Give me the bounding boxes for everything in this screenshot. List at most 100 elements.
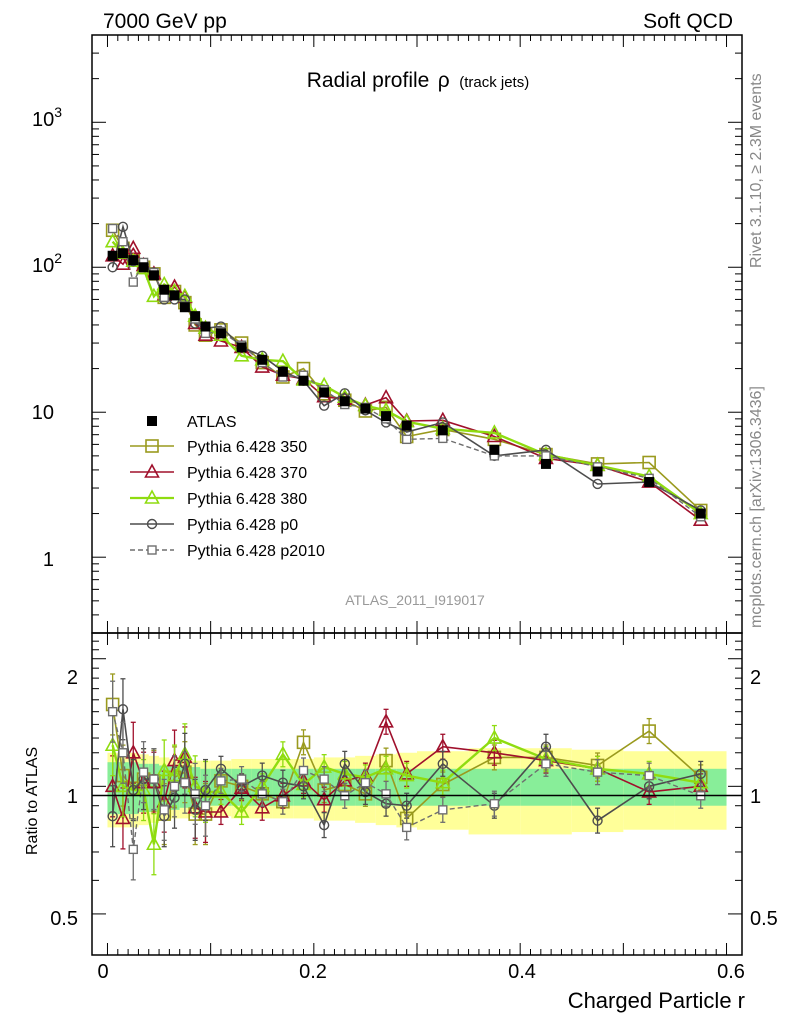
ratio-pythia-6-428-p2010-line [111, 711, 701, 850]
x-tick-label-0: 0 [97, 961, 108, 983]
ratio-pythia-6-428-p0-point-13 [277, 777, 289, 788]
ratio-pythia-6-428-350-point-24 [642, 724, 656, 738]
main-atlas-point-19 [401, 420, 412, 431]
ratio-pythia-6-428-p2010-point-24 [644, 770, 654, 781]
main-pythia-6-428-p2010-point-0 [107, 223, 118, 234]
ratio-pythia-6-428-p2010-point-12 [257, 789, 267, 799]
y-tick-label-100: 102 [32, 250, 62, 277]
ratio-pythia-6-428-380-point-20 [434, 774, 451, 789]
ratio-y-axis-label: Ratio to ATLAS [24, 747, 41, 855]
ratio-pythia-6-428-380-point-21 [486, 729, 503, 744]
ratio-plot-area: 2 1 0.5 2 1 0.5 Ratio to ATLAS 0 0.2 0.4… [24, 632, 778, 1013]
ratio-pythia-6-428-p2010-point-7 [180, 777, 190, 788]
main-pythia-6-428-p2010-point-20 [438, 433, 448, 444]
ratio-pythia-6-428-380-point-11 [233, 803, 250, 818]
ratio-pythia-6-428-p0-point-20 [437, 758, 448, 770]
ratio-y-tick-label-1-left: 1 [67, 786, 78, 808]
main-atlas-point-15 [319, 387, 330, 398]
ratio-pythia-6-428-380-point-5 [156, 761, 173, 777]
main-atlas-point-6 [169, 290, 180, 301]
ratio-y-tick-label-1-right: 1 [750, 786, 761, 808]
main-atlas-point-4 [148, 270, 159, 281]
ratio-pythia-6-428-p2010-point-23 [592, 767, 603, 777]
legend-label-p0: Pythia 6.428 p0 [187, 517, 298, 534]
main-atlas-point-8 [190, 311, 201, 322]
ratio-pythia-6-428-370-point-18 [378, 713, 394, 728]
main-atlas-point-0 [107, 250, 118, 261]
main-pythia-6-428-p2010-point-2 [128, 277, 138, 287]
x-tick-label-0.6: 0.6 [717, 961, 745, 983]
ratio-pythia-6-428-p2010-point-2 [128, 844, 138, 855]
ratio-pythia-6-428-p2010-point-13 [278, 796, 288, 807]
legend-label-370: Pythia 6.428 370 [187, 465, 307, 482]
legend-marker-atlas [147, 416, 157, 426]
ratio-pythia-6-428-p2010-point-11 [236, 774, 247, 784]
y-tick-label-1000: 103 [32, 104, 62, 131]
legend-marker-370 [144, 463, 160, 478]
rivet-label: Rivet 3.1.10, ≥ 2.3M events [748, 73, 765, 268]
main-atlas-point-2 [128, 255, 139, 266]
ratio-pythia-6-428-370-point-1 [115, 809, 131, 825]
ratio-pythia-6-428-p2010-point-1 [118, 748, 128, 758]
main-pythia-6-428-370-point-1 [115, 255, 131, 270]
ratio-pythia-6-428-p0-point-2 [128, 784, 139, 796]
ratio-pythia-6-428-p0-point-19 [401, 800, 412, 811]
ratio-pythia-6-428-380-line [111, 736, 701, 845]
ratio-pythia-6-428-380-point-18 [378, 760, 394, 775]
main-atlas-point-14 [298, 375, 309, 386]
main-pythia-6-428-380-line [111, 240, 702, 515]
main-plot-area: Radial profile ρ (track jets) ATLAS_2011… [32, 34, 743, 634]
ratio-y-tick-label-2-right: 2 [750, 667, 761, 689]
main-atlas-point-12 [257, 354, 268, 365]
ratio-pythia-6-428-p2010-point-20 [438, 805, 448, 815]
ratio-pythia-6-428-p2010-point-9 [200, 801, 211, 811]
ratio-pythia-6-428-p0-point-25 [695, 768, 706, 780]
main-pythia-6-428-380-point-21 [486, 424, 503, 439]
ratio-pythia-6-428-p0-point-16 [339, 758, 350, 770]
main-atlas-point-21 [489, 444, 500, 455]
ratio-pythia-6-428-p0-point-15 [318, 819, 330, 831]
ratio-pythia-6-428-350-point-14 [296, 735, 311, 750]
main-atlas-point-13 [277, 366, 288, 377]
ratio-pythia-6-428-370-point-12 [254, 799, 271, 814]
legend: ATLAS Pythia 6.428 350 Pythia 6.428 370 … [130, 414, 325, 560]
ratio-pythia-6-428-p2010-point-17 [360, 777, 371, 788]
ratio-pythia-6-428-p0-point-12 [257, 770, 268, 781]
main-pythia-6-428-p0-point-15 [318, 400, 330, 411]
mcplots-label: mcplots.cern.ch [arXiv:1306.3436] [748, 386, 765, 628]
main-atlas-point-18 [381, 411, 392, 422]
ratio-pythia-6-428-370-point-21 [486, 744, 503, 759]
main-pythia-6-428-380-point-7 [177, 287, 193, 303]
main-atlas-point-7 [179, 302, 190, 313]
main-pythia-6-428-p2010-point-22 [541, 451, 551, 461]
legend-label-p2010: Pythia 6.428 p2010 [187, 543, 325, 560]
main-pythia-6-428-380-point-4 [146, 287, 162, 303]
ratio-pythia-6-428-p2010-point-14 [298, 765, 309, 776]
ratio-plot-frame [91, 632, 743, 956]
main-atlas-point-23 [592, 466, 603, 477]
main-atlas-point-20 [437, 425, 448, 436]
y-tick-label-10: 10 [32, 402, 54, 424]
ratio-pythia-6-428-p2010-point-8 [190, 789, 200, 799]
main-atlas-point-3 [138, 262, 149, 273]
ratio-pythia-6-428-p2010-point-4 [149, 774, 159, 784]
main-atlas-point-24 [644, 477, 655, 488]
ratio-pythia-6-428-380-point-4 [146, 835, 162, 851]
ratio-pythia-6-428-380-point-10 [213, 783, 229, 798]
ratio-pythia-6-428-p2010-point-21 [489, 798, 500, 809]
main-pythia-6-428-380-point-11 [233, 347, 250, 362]
legend-label-380: Pythia 6.428 380 [187, 491, 307, 508]
ratio-pythia-6-428-p2010-point-5 [159, 805, 169, 815]
ratio-pythia-6-428-p2010-point-15 [319, 774, 329, 784]
ratio-pythia-6-428-p2010-point-10 [216, 776, 226, 786]
ratio-pythia-6-428-p2010-point-19 [401, 822, 412, 833]
x-axis-label: Charged Particle r [568, 988, 745, 1013]
legend-marker-p2010 [147, 545, 157, 555]
main-pythia-6-428-380-point-0 [104, 233, 121, 248]
main-atlas-point-11 [236, 342, 247, 353]
main-atlas-point-10 [215, 328, 226, 339]
header-right: Soft QCD [643, 10, 733, 33]
main-pythia-6-428-p0-point-23 [592, 478, 603, 490]
main-pythia-6-428-p0-point-1 [117, 221, 129, 233]
